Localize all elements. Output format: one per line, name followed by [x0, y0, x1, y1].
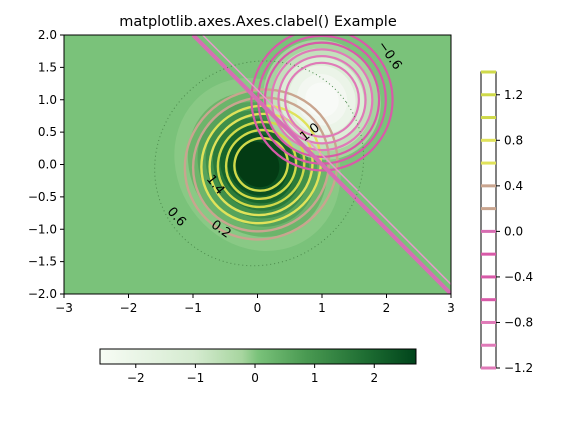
colorbar-tick-label: −1: [187, 371, 205, 385]
x-tick-label: 3: [447, 301, 455, 315]
colorbar-tick-label: −0.8: [504, 315, 533, 329]
contour-line-zero: [191, 35, 451, 294]
x-tick-label: 1: [318, 301, 326, 315]
chart-title: matplotlib.axes.Axes.clabel() Example: [119, 14, 397, 30]
contour-line: [233, 136, 289, 192]
x-tick-label: −3: [55, 301, 73, 315]
y-tick-label: 1.0: [38, 93, 57, 107]
colorbar-tick-label: −1.2: [504, 361, 533, 375]
contour-line: [250, 35, 394, 172]
contour-line-dotted: [154, 60, 365, 267]
contour-line: [183, 88, 339, 241]
y-tick-label: −2.0: [28, 287, 57, 301]
colorbar-tick-label: 2: [370, 371, 378, 385]
y-tick-label: 0.5: [38, 125, 57, 139]
vertical-colorbar: 1.2 0.8 0.4 0.0 −0.4 −0.8 −1.2: [480, 70, 533, 375]
colorbar-tick-label: 0.0: [504, 224, 523, 238]
y-tick-label: 1.5: [38, 60, 57, 74]
contour-line: [257, 35, 387, 165]
colorbar-tick-label: 1.2: [504, 88, 523, 102]
y-tick-label: 0.0: [38, 158, 57, 172]
y-axis: 2.0 1.5 1.0 0.5 0.0 −0.5 −1.0 −1.5 −2.0: [28, 28, 64, 301]
colorbar-tick-label: 0.8: [504, 133, 523, 147]
x-tick-label: 0: [254, 301, 262, 315]
colorbar-tick-label: 1: [311, 371, 319, 385]
x-axis: −3 −2 −1 0 1 2 3: [55, 294, 455, 315]
contour-line: [270, 48, 374, 152]
colorbar-tick-label: 0.4: [504, 179, 523, 193]
y-tick-label: −1.0: [28, 222, 57, 236]
contour-line: [208, 112, 314, 217]
contour-line: [277, 55, 367, 145]
y-tick-label: −0.5: [28, 190, 57, 204]
x-tick-label: −1: [184, 301, 202, 315]
contour-line: [263, 41, 381, 158]
y-tick-label: −1.5: [28, 255, 57, 269]
contour-line: [191, 96, 331, 233]
contour-line: [202, 35, 451, 285]
colorbar-gradient: [99, 348, 417, 365]
x-tick-label: −2: [120, 301, 138, 315]
contour-line: [200, 104, 323, 225]
horizontal-colorbar: −2 −1 0 1 2: [99, 348, 417, 385]
plot-area: 1.40.6 0.21.0−0.6: [63, 34, 452, 295]
colorbar-tick-label: −2: [127, 371, 145, 385]
colorbar-tick-label: −0.4: [504, 270, 533, 284]
y-tick-label: 2.0: [38, 28, 57, 42]
contour-lines: [154, 35, 451, 294]
contour-line: [224, 128, 298, 200]
x-tick-label: 2: [383, 301, 391, 315]
contour-line: [284, 61, 360, 138]
fill-band-negative: [235, 141, 280, 188]
colorbar-tick-label: 0: [251, 371, 259, 385]
